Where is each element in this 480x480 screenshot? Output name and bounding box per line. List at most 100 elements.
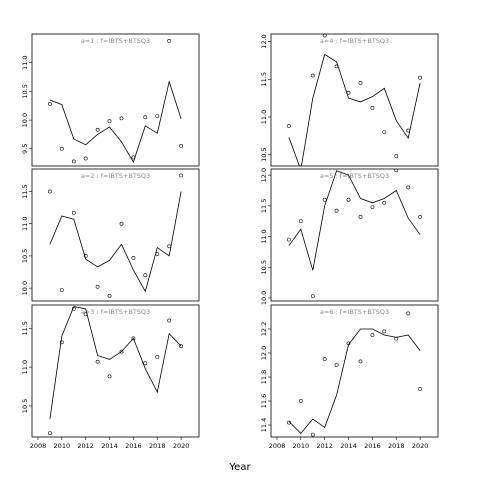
observation-point bbox=[286, 237, 291, 242]
observation-point bbox=[83, 156, 88, 161]
observation-point bbox=[179, 344, 184, 349]
panel-6: a=6 : f=IBTS+BTSQ3 11.4 11.6 11.8 12.0 12.2 20… bbox=[260, 304, 439, 450]
data-area bbox=[286, 34, 423, 166]
observation-point bbox=[310, 73, 315, 78]
y-tick-label: 11.0 bbox=[260, 229, 268, 243]
fit-line bbox=[49, 191, 182, 293]
observation-point bbox=[370, 106, 375, 110]
observation-point bbox=[334, 363, 339, 367]
observation-point bbox=[48, 102, 52, 106]
panel-3: a=3 : f=IBTS+BTSQ3 10.5 11.0 11.5 2008 2010 20… bbox=[21, 304, 200, 450]
observation-point bbox=[418, 214, 423, 219]
observation-point bbox=[394, 336, 399, 341]
fit-line bbox=[288, 328, 421, 434]
observation-point bbox=[382, 329, 387, 334]
observation-point bbox=[298, 219, 303, 224]
y-tick-label: 11.0 bbox=[21, 216, 29, 230]
observation-point bbox=[346, 197, 351, 202]
observation-point bbox=[310, 432, 315, 437]
observation-point bbox=[95, 127, 100, 132]
observation-point bbox=[406, 128, 411, 133]
observation-point bbox=[358, 359, 363, 364]
y-tick-label: 12.0 bbox=[260, 34, 268, 48]
x-tick-label: 2012 bbox=[77, 442, 94, 450]
data-area bbox=[286, 169, 423, 299]
observation-point bbox=[167, 318, 172, 323]
observation-point bbox=[83, 253, 88, 258]
observation-point bbox=[131, 155, 136, 160]
observation-point bbox=[334, 64, 339, 69]
observation-point bbox=[382, 130, 387, 135]
y-tick-label: 11.0 bbox=[21, 360, 29, 374]
panel-2: a=2 : f=IBTS+BTSQ3 10.0 10.5 11.0 11.5 bbox=[21, 168, 200, 302]
observation-point bbox=[131, 255, 136, 260]
y-tick-label: 11.5 bbox=[21, 321, 29, 335]
data-area bbox=[48, 306, 184, 436]
fit-line bbox=[288, 53, 421, 166]
observation-point bbox=[334, 208, 339, 213]
observation-point bbox=[299, 165, 302, 166]
observation-point bbox=[155, 114, 160, 119]
y-tick-label: 10.5 bbox=[21, 84, 29, 98]
observation-point bbox=[322, 197, 327, 202]
panel-title: a=1 : f=IBTS+BTSQ3 bbox=[81, 37, 150, 45]
observation-point bbox=[346, 341, 351, 346]
y-tick-label: 10.0 bbox=[21, 113, 29, 127]
observation-point bbox=[370, 333, 375, 337]
panel-frame bbox=[270, 33, 439, 167]
fit-line bbox=[49, 80, 182, 163]
observation-point bbox=[155, 252, 160, 256]
observation-point bbox=[48, 431, 52, 436]
observation-point bbox=[167, 39, 172, 43]
observation-point bbox=[167, 244, 172, 249]
panel-title: a=2 : f=IBTS+BTSQ3 bbox=[81, 172, 150, 180]
observation-point bbox=[406, 311, 411, 316]
y-tick-label: 10.5 bbox=[21, 249, 29, 263]
y-tick-label: 10.5 bbox=[260, 260, 268, 274]
panel-frame bbox=[270, 304, 439, 438]
y-tick-label: 11.0 bbox=[21, 55, 29, 69]
observation-point bbox=[131, 336, 136, 341]
observation-point bbox=[107, 119, 112, 124]
panel-5: a=5 : f=IBTS+BTSQ3 10.0 10.5 11.0 11.5 12.0 bbox=[260, 168, 439, 305]
x-tick-label: 2018 bbox=[388, 442, 405, 450]
y-tick-label: 11.5 bbox=[260, 72, 268, 86]
x-tick-label: 2016 bbox=[364, 442, 381, 450]
observation-point bbox=[358, 214, 363, 219]
panel-title: a=6 : f=IBTS+BTSQ3 bbox=[320, 308, 389, 316]
observation-point bbox=[71, 210, 76, 215]
observation-point bbox=[370, 205, 375, 210]
observation-point bbox=[155, 355, 160, 359]
observation-point bbox=[418, 387, 423, 391]
panel-title: a=5 : f=IBTS+BTSQ3 bbox=[320, 172, 389, 180]
y-tick-label: 10.0 bbox=[21, 281, 29, 295]
observation-point bbox=[143, 273, 148, 278]
observation-point bbox=[83, 312, 88, 317]
observation-point bbox=[119, 221, 124, 226]
panel-frame bbox=[31, 168, 200, 302]
observation-point bbox=[119, 116, 124, 121]
y-tick-label: 11.5 bbox=[21, 184, 29, 198]
fit-line bbox=[288, 170, 421, 271]
observation-point bbox=[394, 169, 399, 173]
observation-point bbox=[59, 340, 64, 345]
panel-frame bbox=[31, 33, 200, 167]
observation-point bbox=[406, 185, 411, 190]
y-tick-label: 12.2 bbox=[260, 322, 268, 336]
data-area bbox=[48, 39, 184, 164]
x-tick-label: 2012 bbox=[316, 442, 333, 450]
observation-point bbox=[143, 115, 148, 120]
data-area bbox=[48, 173, 184, 298]
observation-point bbox=[298, 399, 303, 403]
y-tick-label: 10.5 bbox=[21, 399, 29, 413]
panel-title: a=3 : f=IBTS+BTSQ3 bbox=[81, 308, 150, 316]
x-tick-label: 2016 bbox=[125, 442, 142, 450]
observation-point bbox=[71, 159, 76, 164]
x-tick-label: 2008 bbox=[269, 442, 286, 450]
x-tick-label: 2010 bbox=[293, 442, 310, 450]
observation-point bbox=[71, 306, 76, 311]
panel-frame bbox=[31, 304, 200, 438]
observation-point bbox=[418, 75, 423, 80]
x-tick-label: 2008 bbox=[30, 442, 47, 450]
